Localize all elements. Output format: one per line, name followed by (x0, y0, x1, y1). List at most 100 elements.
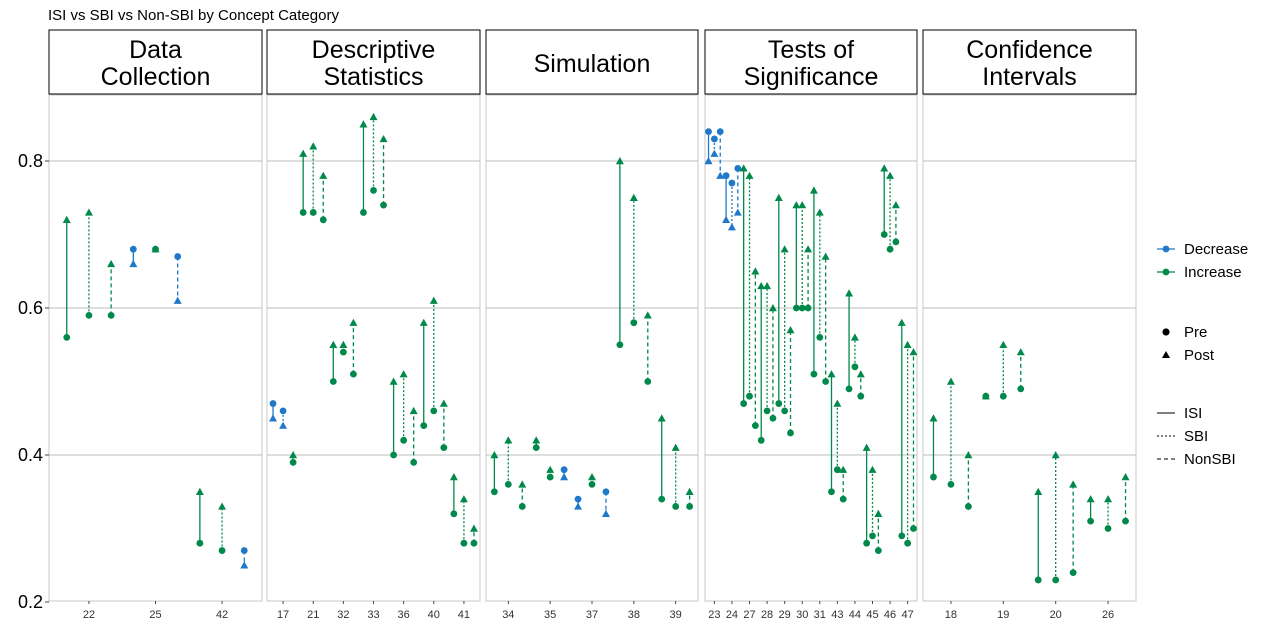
post-point (469, 524, 478, 532)
post-point (459, 495, 468, 503)
pre-point (588, 481, 596, 488)
pre-point (518, 503, 526, 510)
pre-point (746, 392, 753, 400)
pre-point (833, 466, 841, 474)
x-tick-label: 32 (337, 609, 349, 621)
pre-point (751, 422, 759, 429)
pre-point (319, 216, 327, 224)
pre-point (279, 407, 287, 415)
pre-point (804, 304, 812, 312)
x-tick-label: 31 (814, 609, 826, 621)
x-tick-label: 38 (628, 609, 640, 621)
pre-point (450, 510, 458, 518)
pre-point (616, 341, 624, 349)
facet-strip-label: Descriptive (312, 36, 436, 64)
post-point (804, 245, 813, 253)
x-tick-label: 29 (779, 609, 791, 621)
pre-point (350, 370, 357, 378)
pre-point (910, 525, 917, 532)
pre-point (822, 378, 830, 385)
post-point (389, 377, 398, 385)
x-tick-label: 41 (458, 609, 470, 621)
legend-key (1162, 268, 1170, 276)
pre-point (630, 319, 638, 327)
post-point (409, 406, 418, 415)
post-point (1121, 473, 1130, 481)
x-tick-label: 30 (796, 609, 808, 621)
pre-point (129, 245, 137, 253)
pre-point (532, 444, 540, 452)
post-point (745, 171, 754, 179)
post-point (279, 421, 288, 429)
post-point (359, 120, 368, 128)
post-point (727, 223, 736, 231)
post-point (532, 436, 541, 444)
post-point (615, 157, 624, 165)
x-tick-label: 23 (708, 609, 720, 621)
post-point (704, 157, 713, 165)
pre-point (218, 547, 226, 554)
y-axis: 0.2 0.4 0.6 0.8 (18, 151, 49, 612)
y-tick-label: 0.4 (18, 445, 43, 465)
facet-strip-label: Significance (744, 63, 879, 91)
x-tick-label: 44 (849, 609, 861, 621)
pre-point (174, 253, 182, 260)
pre-point (947, 481, 955, 488)
post-point (757, 281, 766, 290)
post-point (574, 502, 583, 510)
y-tick-label: 0.6 (18, 298, 43, 318)
post-point (643, 311, 652, 319)
pre-point (886, 245, 894, 253)
post-point (588, 473, 596, 481)
x-tick-label: 36 (398, 609, 410, 621)
pre-point (1069, 569, 1077, 576)
post-point (218, 502, 227, 510)
post-point (798, 201, 807, 209)
pre-point (863, 539, 871, 547)
post-point (240, 561, 249, 569)
facet-strip-label: Tests of (768, 36, 854, 64)
facet-strip (48, 29, 263, 95)
post-point (449, 473, 458, 481)
post-point (850, 333, 859, 341)
x-tick-label: 24 (726, 609, 738, 621)
pre-point (1087, 517, 1095, 525)
post-point (739, 164, 748, 172)
plot-area (266, 94, 481, 602)
pre-point (672, 503, 680, 510)
x-tick-label: 47 (902, 609, 914, 621)
post-point (964, 451, 973, 459)
post-point (107, 259, 116, 268)
facet-strip (922, 29, 1137, 95)
pre-point (757, 436, 765, 444)
post-point (809, 186, 818, 194)
pre-point (1034, 576, 1042, 584)
facet-strip (485, 29, 699, 95)
x-tick-label: 17 (277, 609, 289, 621)
post-point (886, 171, 895, 179)
post-point (657, 414, 666, 422)
pre-point (289, 458, 297, 466)
pre-point (390, 451, 397, 459)
facet-panel: Simulation 34 35 37 38 39 (485, 29, 699, 621)
post-point (671, 443, 680, 451)
post-point (792, 201, 801, 209)
legend-label: SBI (1184, 428, 1208, 445)
facet-strip-label: Statistics (323, 63, 423, 91)
pre-point (504, 481, 512, 488)
pre-point (490, 488, 498, 496)
post-point (763, 281, 772, 290)
pre-point (904, 539, 912, 547)
pre-point (845, 385, 853, 393)
pre-point (880, 231, 888, 238)
pre-point (828, 488, 835, 496)
pre-point (892, 238, 900, 246)
x-tick-label: 35 (544, 609, 556, 621)
facet-strip (266, 29, 481, 95)
pre-point (781, 407, 789, 415)
